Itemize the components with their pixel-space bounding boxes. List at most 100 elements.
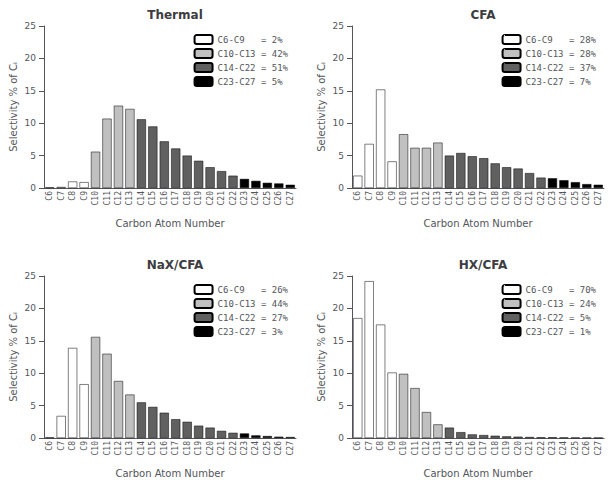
svg-text:C20: C20 [206,441,215,456]
svg-text:C7: C7 [365,191,374,201]
svg-text:C14: C14 [445,191,454,206]
svg-text:C14-C22 = 37%: C14-C22 = 37% [526,63,597,73]
svg-text:C14: C14 [445,441,454,456]
svg-text:C22: C22 [537,441,546,456]
svg-text:C25: C25 [263,441,272,456]
svg-text:C27: C27 [594,441,603,456]
svg-text:Carbon Atom Number: Carbon Atom Number [116,468,226,479]
svg-text:C10-C13 = 28%: C10-C13 = 28% [526,49,597,59]
svg-text:20: 20 [333,53,345,63]
svg-text:C25: C25 [571,441,580,456]
svg-text:20: 20 [25,303,37,313]
svg-text:C6-C9 = 28%: C6-C9 = 28% [526,35,597,45]
svg-text:5: 5 [338,401,344,411]
svg-text:C9: C9 [388,441,397,451]
svg-text:C18: C18 [491,191,500,206]
svg-text:C15: C15 [456,441,465,456]
svg-text:C16: C16 [468,441,477,456]
svg-text:C9: C9 [388,191,397,201]
svg-text:C25: C25 [263,191,272,206]
svg-text:10: 10 [333,118,345,128]
svg-text:C8: C8 [68,441,77,451]
svg-text:C9: C9 [80,191,89,201]
svg-text:C22: C22 [229,441,238,456]
svg-text:C26: C26 [582,191,591,206]
svg-text:C23: C23 [548,441,557,456]
svg-text:15: 15 [25,336,36,346]
svg-text:C12: C12 [422,441,431,456]
svg-text:C23: C23 [240,191,249,206]
svg-text:C9: C9 [80,441,89,451]
svg-text:5: 5 [30,401,36,411]
svg-text:C25: C25 [571,191,580,206]
svg-text:C18: C18 [491,441,500,456]
svg-text:C24: C24 [251,441,260,456]
svg-text:15: 15 [333,336,344,346]
svg-text:C24: C24 [559,441,568,456]
svg-text:C7: C7 [365,441,374,451]
svg-text:C17: C17 [479,441,488,456]
svg-text:C6-C9 = 70%: C6-C9 = 70% [526,285,597,295]
svg-text:C21: C21 [217,441,226,456]
svg-text:25: 25 [333,21,344,31]
svg-text:10: 10 [333,368,345,378]
svg-text:HX/CFA: HX/CFA [459,258,508,272]
svg-text:C6-C9 = 2%: C6-C9 = 2% [218,35,284,45]
svg-text:10: 10 [25,118,37,128]
svg-text:C21: C21 [525,441,534,456]
svg-text:C13: C13 [433,441,442,456]
svg-text:C20: C20 [206,191,215,206]
svg-text:C18: C18 [183,441,192,456]
svg-text:C10: C10 [399,441,408,456]
svg-text:C12: C12 [114,191,123,206]
svg-text:0: 0 [30,433,36,443]
svg-text:C10: C10 [399,191,408,206]
svg-text:C15: C15 [456,191,465,206]
svg-text:15: 15 [333,86,344,96]
svg-text:C8: C8 [376,441,385,451]
svg-text:C16: C16 [160,441,169,456]
svg-text:Selectivity % of Cᵢ: Selectivity % of Cᵢ [316,312,327,402]
svg-text:C17: C17 [171,191,180,206]
svg-text:C13: C13 [125,191,134,206]
svg-text:C17: C17 [479,191,488,206]
svg-text:C27: C27 [594,191,603,206]
svg-text:NaX/CFA: NaX/CFA [147,258,204,272]
svg-text:C10-C13 = 24%: C10-C13 = 24% [526,299,597,309]
svg-text:C27: C27 [286,441,295,456]
svg-text:C20: C20 [514,191,523,206]
svg-text:C16: C16 [160,191,169,206]
svg-text:C21: C21 [217,191,226,206]
svg-text:C15: C15 [148,191,157,206]
svg-text:15: 15 [25,86,36,96]
svg-text:C26: C26 [274,441,283,456]
svg-text:C21: C21 [525,191,534,206]
svg-text:C23: C23 [240,441,249,456]
svg-text:C10: C10 [91,441,100,456]
svg-text:C14-C22 = 27%: C14-C22 = 27% [218,313,289,323]
svg-text:C10-C13 = 44%: C10-C13 = 44% [218,299,289,309]
svg-text:Selectivity % of Cᵢ: Selectivity % of Cᵢ [8,62,19,152]
svg-text:5: 5 [338,151,344,161]
svg-text:C16: C16 [468,191,477,206]
svg-text:C11: C11 [103,191,112,206]
svg-text:C10-C13 = 42%: C10-C13 = 42% [218,49,289,59]
svg-text:C14-C22 = 51%: C14-C22 = 51% [218,63,289,73]
svg-text:C6: C6 [45,441,54,451]
svg-text:5: 5 [30,151,36,161]
svg-text:C23-C27 = 3%: C23-C27 = 3% [218,327,284,337]
svg-text:C6: C6 [45,191,54,201]
svg-text:C22: C22 [229,191,238,206]
svg-text:C14-C22 = 5%: C14-C22 = 5% [526,313,592,323]
svg-text:C12: C12 [422,191,431,206]
svg-text:20: 20 [25,53,37,63]
svg-text:C10: C10 [91,191,100,206]
svg-text:C7: C7 [57,191,66,201]
svg-text:C14: C14 [137,191,146,206]
svg-text:C8: C8 [376,191,385,201]
svg-text:C11: C11 [103,441,112,456]
svg-text:C12: C12 [114,441,123,456]
svg-text:C18: C18 [183,191,192,206]
svg-text:20: 20 [333,303,345,313]
svg-text:Selectivity % of Cᵢ: Selectivity % of Cᵢ [316,62,327,152]
